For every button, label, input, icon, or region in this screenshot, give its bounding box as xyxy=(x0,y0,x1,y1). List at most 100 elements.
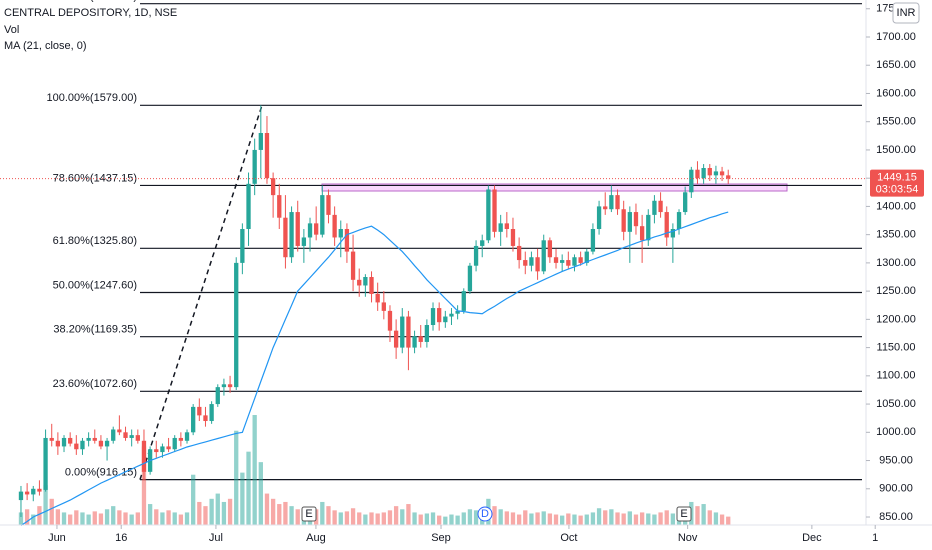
volume-bar xyxy=(646,513,651,525)
candle-body xyxy=(467,265,473,292)
ma-line xyxy=(20,211,729,527)
candle-body xyxy=(510,229,516,246)
candle-body xyxy=(652,200,657,215)
currency-box[interactable] xyxy=(892,2,920,24)
candle-body xyxy=(350,251,356,280)
candle-body xyxy=(307,223,313,238)
candle-body xyxy=(437,308,442,323)
candle-body xyxy=(480,240,485,246)
volume-bar xyxy=(43,485,48,525)
x-tick-label: Jul xyxy=(209,532,223,544)
volume-bar xyxy=(670,513,676,525)
volume-bar xyxy=(61,512,67,525)
volume-bar xyxy=(191,474,196,525)
candle-body xyxy=(713,171,719,176)
fib-label: 61.80%(1325.80) xyxy=(53,235,137,247)
candle-body xyxy=(344,229,350,252)
volume-bar xyxy=(633,514,639,525)
volume-bar xyxy=(363,514,368,525)
volume-bar xyxy=(639,512,645,525)
candle-body xyxy=(283,217,288,258)
volume-bar xyxy=(270,498,276,525)
event-marker[interactable]: E xyxy=(676,506,692,522)
candle-body xyxy=(135,435,140,441)
volume-bar xyxy=(393,506,399,525)
volume-bar xyxy=(707,510,712,525)
event-box xyxy=(676,506,692,522)
event-box xyxy=(301,506,317,522)
candle-body xyxy=(418,336,423,342)
candle-body xyxy=(461,291,466,311)
candle-body xyxy=(560,260,565,263)
volume-bar xyxy=(473,510,479,525)
candle-body xyxy=(31,488,36,495)
candle-body xyxy=(49,437,54,441)
candle-body xyxy=(664,212,669,238)
volume-bar xyxy=(547,513,553,525)
volume-bar xyxy=(553,514,559,525)
fib-trend-line xyxy=(139,105,263,480)
volume-bar xyxy=(449,514,454,525)
volume-bar xyxy=(74,510,79,525)
candle-body xyxy=(61,437,67,447)
volume-bar xyxy=(492,506,497,525)
candle-body xyxy=(320,195,325,235)
candle-body xyxy=(357,279,362,286)
candle-body xyxy=(658,200,663,213)
volume-bar xyxy=(381,512,386,525)
volume-bar xyxy=(418,514,423,525)
event-label: E xyxy=(305,508,312,520)
candle-body xyxy=(369,277,374,294)
volume-bar xyxy=(609,509,614,525)
volume-bar xyxy=(209,498,214,525)
candle-body xyxy=(639,226,645,241)
y-tick-label: 1300.00 xyxy=(876,257,916,269)
volume-bar xyxy=(172,512,177,525)
candle-body xyxy=(670,229,676,238)
volume-bar xyxy=(461,512,466,525)
volume-bar xyxy=(695,506,700,525)
y-tick-label: 1150.00 xyxy=(877,342,916,354)
volume-bar xyxy=(197,501,202,525)
volume-bar xyxy=(652,514,657,525)
fib-label: 50.00%(1247.60) xyxy=(53,279,137,291)
fib-label: 23.60%(1072.60) xyxy=(53,378,137,390)
candle-body xyxy=(326,195,331,215)
candle-body xyxy=(240,229,245,263)
candle-body xyxy=(141,440,147,472)
last-price-box xyxy=(870,169,924,197)
volume-bar xyxy=(184,512,190,525)
currency-label: INR xyxy=(897,7,916,19)
candle-body xyxy=(270,178,276,196)
volume-bar xyxy=(221,501,227,525)
candle-body xyxy=(449,313,454,317)
event-marker[interactable]: D xyxy=(477,506,493,522)
volume-bar xyxy=(578,515,583,525)
candle-body xyxy=(123,432,128,438)
x-tick-label: Nov xyxy=(678,532,698,544)
candle-body xyxy=(455,310,460,314)
event-label: E xyxy=(680,508,687,520)
volume-bar xyxy=(584,514,589,525)
volume-bar xyxy=(344,511,350,525)
volume-bar xyxy=(467,509,473,525)
y-tick-label: 1550.00 xyxy=(876,116,916,128)
volume-bar xyxy=(504,511,509,525)
y-tick-label: 1350.00 xyxy=(876,229,916,241)
volume-bar xyxy=(701,504,706,525)
volume-bar xyxy=(258,462,263,525)
candle-body xyxy=(191,406,196,433)
candle-body xyxy=(430,308,436,326)
event-marker[interactable]: E xyxy=(301,506,317,522)
volume-bar xyxy=(713,512,719,525)
candle-body xyxy=(584,251,589,263)
volume-bar xyxy=(86,514,91,525)
candle-body xyxy=(566,260,571,266)
volume-bar xyxy=(18,512,24,525)
candle-body xyxy=(498,223,503,232)
volume-bar xyxy=(24,509,30,525)
candle-body xyxy=(424,325,430,342)
volume-bar xyxy=(627,511,632,525)
volume-bar xyxy=(387,510,393,525)
candle-body xyxy=(43,437,48,490)
